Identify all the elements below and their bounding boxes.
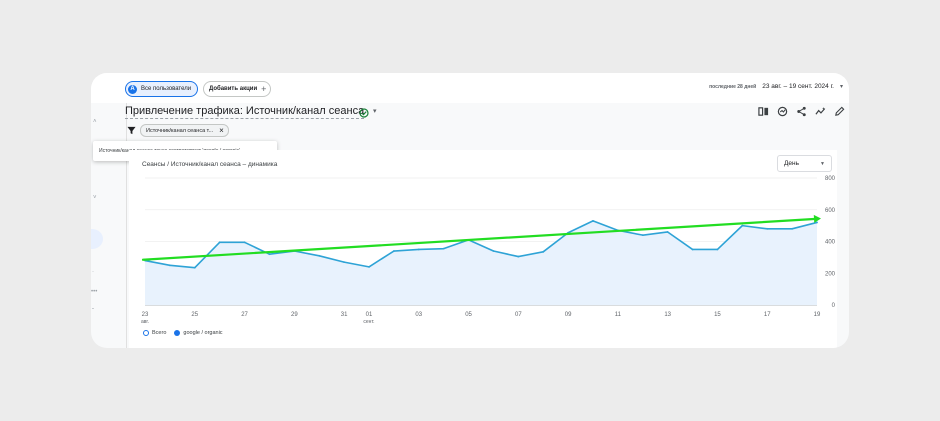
x-tick-label: 25 (191, 312, 198, 318)
rail-active-indicator[interactable] (91, 229, 103, 249)
data-point (716, 248, 719, 251)
chevron-down-icon[interactable]: ▾ (373, 108, 377, 115)
data-point (417, 248, 420, 251)
segment-badge: A (128, 84, 137, 94)
x-tick-label: 11 (615, 312, 622, 318)
data-point (741, 224, 744, 227)
edit-pencil-icon[interactable] (834, 106, 845, 117)
series-line-google-organic (144, 220, 818, 269)
y-tick-label: 0 (832, 303, 836, 309)
y-tick-label: 200 (825, 271, 836, 277)
data-point (517, 255, 520, 258)
x-tick-month-label: авг. (141, 319, 149, 325)
data-point (193, 266, 196, 269)
x-tick-label: 05 (465, 312, 472, 318)
filter-chip-label: Источник/канал сеанса т... (146, 127, 214, 134)
plus-icon: + (261, 84, 267, 94)
segment-chip-all-users[interactable]: A Все пользователи (125, 81, 199, 97)
data-point (343, 261, 346, 264)
trend-insight-icon[interactable] (815, 106, 826, 117)
left-rail: ˄ ˅ · ••• ˇ (91, 103, 121, 348)
granularity-select[interactable]: День ▼ (777, 155, 832, 172)
trend-arrow-head (813, 214, 821, 223)
report-toolbar (758, 106, 845, 117)
segment-label: Все пользователи (141, 86, 192, 92)
data-point (641, 234, 644, 237)
data-point (791, 227, 794, 230)
check-circle-icon[interactable] (359, 108, 369, 118)
granularity-value: День (784, 160, 799, 167)
chart-title: Сеансы / Источник/канал сеанса – динамик… (142, 161, 278, 168)
data-point (268, 253, 271, 256)
chevron-up-icon[interactable]: ˄ (93, 119, 97, 125)
chart-card: Сеансы / Источник/канал сеанса – динамик… (129, 150, 837, 348)
date-range-prefix: последние 28 дней (709, 83, 757, 90)
x-tick-label: 29 (291, 312, 298, 318)
x-tick-label: 19 (814, 312, 821, 318)
data-point (318, 254, 321, 257)
legend-label-google-organic: google / organic (183, 330, 223, 336)
add-comparison-button[interactable]: Добавить акции + (203, 81, 272, 97)
legend-marker-google-organic (174, 330, 181, 336)
x-tick-label: 03 (415, 312, 422, 318)
date-range-picker[interactable]: последние 28 дней 23 авг. – 19 сент. 202… (709, 83, 843, 90)
share-icon[interactable] (796, 106, 807, 117)
legend-label-total: Всего (152, 330, 167, 336)
legend-item-google-organic[interactable]: google / organic (174, 330, 223, 336)
data-point (492, 250, 495, 252)
report-card: A Все пользователи Добавить акции + посл… (91, 73, 849, 348)
data-point (542, 250, 545, 253)
y-tick-label: 600 (825, 208, 836, 214)
x-tick-label: 17 (764, 312, 771, 318)
rail-icon[interactable]: ˅ (93, 195, 97, 201)
x-tick-label: 09 (565, 312, 572, 318)
trend-arrow-line (141, 217, 818, 261)
filter-chip[interactable]: Источник/канал сеанса т... × (140, 124, 229, 137)
rail-icon[interactable]: · (92, 269, 94, 275)
x-tick-label: 07 (515, 312, 522, 318)
filter-row: Источник/канал сеанса т... × (127, 124, 229, 137)
x-tick-month-label: сент. (363, 319, 374, 325)
data-point (592, 219, 594, 222)
page-title[interactable]: Привлечение трафика: Источник/канал сеан… (125, 105, 365, 119)
insights-icon[interactable] (777, 106, 788, 117)
legend-marker-total (143, 330, 149, 336)
data-point (766, 227, 769, 230)
x-tick-label: 23 (142, 312, 149, 318)
legend-item-total[interactable]: Всего (143, 330, 166, 336)
x-tick-label: 01 (366, 312, 373, 318)
data-point (442, 247, 445, 250)
y-tick-label: 400 (825, 240, 836, 246)
close-icon[interactable]: × (219, 126, 224, 135)
chevron-down-icon: ▾ (839, 84, 843, 90)
data-point (243, 241, 246, 244)
rail-divider (126, 103, 127, 348)
rail-icon[interactable]: ˇ (92, 309, 94, 315)
compare-icon[interactable] (758, 106, 769, 117)
data-point (168, 264, 171, 267)
chart-legend: Всего google / organic (143, 330, 223, 336)
x-tick-label: 31 (341, 312, 348, 318)
x-tick-label: 13 (664, 312, 671, 318)
data-point (691, 248, 694, 251)
x-tick-label: 27 (241, 312, 248, 318)
series-area-total (145, 220, 817, 305)
data-point (392, 250, 395, 252)
top-bar: A Все пользователи Добавить акции + посл… (91, 73, 849, 103)
date-range-value: 23 авг. – 19 сент. 2024 г. (762, 83, 834, 90)
x-tick-label: 15 (714, 312, 721, 318)
add-comparison-label: Добавить акции (209, 86, 258, 92)
data-point (368, 266, 370, 268)
data-point (816, 221, 818, 224)
y-tick-label: 800 (825, 176, 836, 182)
chevron-down-icon: ▼ (820, 160, 825, 167)
filter-icon[interactable] (127, 126, 136, 135)
rail-icon[interactable]: ••• (91, 289, 98, 295)
data-point (218, 241, 221, 244)
data-point (666, 231, 669, 233)
